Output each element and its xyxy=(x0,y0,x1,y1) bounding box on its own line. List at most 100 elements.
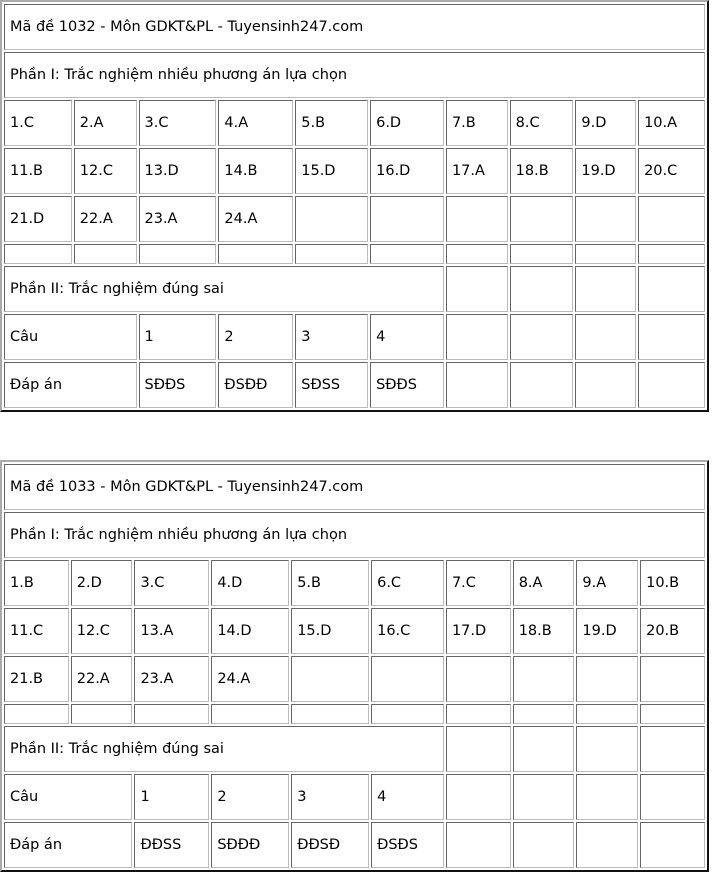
answer-cell: 6.C xyxy=(371,560,444,606)
answer-cell: 1.B xyxy=(4,560,69,606)
empty-cell xyxy=(638,244,705,264)
part2-heading: Phần II: Trắc nghiệm đúng sai xyxy=(4,266,444,312)
answer-cell: 1.C xyxy=(4,100,72,146)
answer-cell: 7.C xyxy=(445,560,511,606)
answer-row: Đáp án SĐĐS ĐSĐĐ SĐSS SĐĐS xyxy=(4,362,705,408)
spacer-row xyxy=(4,244,705,264)
tf-answer: ĐSĐĐ xyxy=(218,362,294,408)
empty-cell xyxy=(638,266,705,312)
answer-cell: 10.A xyxy=(638,100,705,146)
answer-cell: 23.A xyxy=(138,196,217,242)
empty-cell xyxy=(4,704,69,724)
answer-cell: 4.D xyxy=(211,560,290,606)
answer-cell: 13.A xyxy=(134,608,210,654)
answer-cell: 19.D xyxy=(576,608,639,654)
question-row: Câu 1 2 3 4 xyxy=(4,314,705,360)
answer-cell: 16.C xyxy=(371,608,444,654)
answer-cell: 14.D xyxy=(211,608,290,654)
answer-cell: 8.A xyxy=(512,560,575,606)
answer-cell: 8.C xyxy=(509,100,574,146)
empty-cell xyxy=(509,244,574,264)
answer-cell: 3.C xyxy=(134,560,210,606)
answer-cell: 12.C xyxy=(73,148,137,194)
question-number: 1 xyxy=(138,314,217,360)
answers-row: 11.B 12.C 13.D 14.B 15.D 16.D 17.A 18.B 19.D 20.C xyxy=(4,148,705,194)
title-row: Mã đề 1032 - Môn GDKT&PL - Tuyensinh247.… xyxy=(4,4,705,50)
answer-header: Đáp án xyxy=(4,822,133,868)
answer-cell: 5.B xyxy=(291,560,370,606)
empty-cell xyxy=(445,704,511,724)
empty-cell xyxy=(445,822,511,868)
part1-heading: Phần I: Trắc nghiệm nhiều phương án lựa … xyxy=(4,512,705,558)
answer-cell: 17.A xyxy=(445,148,508,194)
answer-cell: 16.D xyxy=(370,148,444,194)
answer-table-1032: Mã đề 1032 - Môn GDKT&PL - Tuyensinh247.… xyxy=(0,0,709,412)
answers-row: 21.D 22.A 23.A 24.A xyxy=(4,196,705,242)
answer-cell: 7.B xyxy=(445,100,508,146)
answer-cell: 18.B xyxy=(509,148,574,194)
answer-cell: 11.C xyxy=(4,608,69,654)
empty-cell xyxy=(445,656,511,702)
question-number: 2 xyxy=(218,314,294,360)
answer-cell: 17.D xyxy=(445,608,511,654)
part2-row: Phần II: Trắc nghiệm đúng sai xyxy=(4,726,705,772)
empty-cell xyxy=(638,196,705,242)
empty-cell xyxy=(371,656,444,702)
answer-cell: 3.C xyxy=(138,100,217,146)
answer-cell: 6.D xyxy=(370,100,444,146)
empty-cell xyxy=(218,244,294,264)
answer-cell: 2.A xyxy=(73,100,137,146)
empty-cell xyxy=(295,196,369,242)
empty-cell xyxy=(445,314,508,360)
answers-row: 1.C 2.A 3.C 4.A 5.B 6.D 7.B 8.C 9.D 10.A xyxy=(4,100,705,146)
answer-cell: 22.A xyxy=(70,656,133,702)
answer-cell: 2.D xyxy=(70,560,133,606)
part1-row: Phần I: Trắc nghiệm nhiều phương án lựa … xyxy=(4,512,705,558)
exam-title: Mã đề 1033 - Môn GDKT&PL - Tuyensinh247.… xyxy=(4,464,705,510)
empty-cell xyxy=(134,704,210,724)
empty-cell xyxy=(512,822,575,868)
empty-cell xyxy=(575,266,637,312)
empty-cell xyxy=(291,704,370,724)
empty-cell xyxy=(640,726,705,772)
empty-cell xyxy=(291,656,370,702)
empty-cell xyxy=(509,314,574,360)
answer-cell: 9.A xyxy=(576,560,639,606)
question-number: 3 xyxy=(295,314,369,360)
question-number: 4 xyxy=(370,314,444,360)
empty-cell xyxy=(70,704,133,724)
tf-answer: SĐĐS xyxy=(370,362,444,408)
answer-cell: 22.A xyxy=(73,196,137,242)
answer-cell: 23.A xyxy=(134,656,210,702)
empty-cell xyxy=(640,774,705,820)
empty-cell xyxy=(445,774,511,820)
empty-cell xyxy=(512,774,575,820)
answer-cell: 18.B xyxy=(512,608,575,654)
empty-cell xyxy=(295,244,369,264)
tf-answer: ĐĐSĐ xyxy=(291,822,370,868)
answer-cell: 20.B xyxy=(640,608,705,654)
empty-cell xyxy=(512,704,575,724)
question-number: 3 xyxy=(291,774,370,820)
empty-cell xyxy=(370,244,444,264)
answer-cell: 11.B xyxy=(4,148,72,194)
empty-cell xyxy=(509,266,574,312)
empty-cell xyxy=(512,726,575,772)
answer-cell: 14.B xyxy=(218,148,294,194)
empty-cell xyxy=(638,362,705,408)
question-header: Câu xyxy=(4,774,133,820)
answer-cell: 4.A xyxy=(218,100,294,146)
empty-cell xyxy=(576,656,639,702)
empty-cell xyxy=(576,704,639,724)
answer-cell: 15.D xyxy=(291,608,370,654)
part2-row: Phần II: Trắc nghiệm đúng sai xyxy=(4,266,705,312)
exam-title: Mã đề 1032 - Môn GDKT&PL - Tuyensinh247.… xyxy=(4,4,705,50)
answer-table-1033: Mã đề 1033 - Môn GDKT&PL - Tuyensinh247.… xyxy=(0,460,709,872)
question-row: Câu 1 2 3 4 xyxy=(4,774,705,820)
answer-cell: 5.B xyxy=(295,100,369,146)
empty-cell xyxy=(4,244,72,264)
empty-cell xyxy=(445,244,508,264)
empty-cell xyxy=(509,196,574,242)
empty-cell xyxy=(640,704,705,724)
tf-answer: ĐSĐS xyxy=(371,822,444,868)
